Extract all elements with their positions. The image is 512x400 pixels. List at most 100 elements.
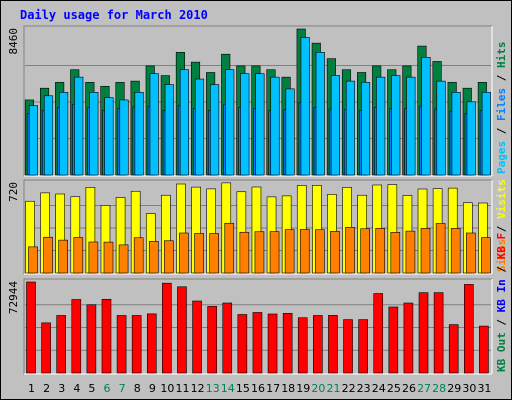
bar-sites xyxy=(73,237,84,274)
day-label: 18 xyxy=(281,382,295,395)
legend-separator: / xyxy=(495,259,508,279)
bar-sites xyxy=(133,237,144,274)
day-axis: 1 2 3 4 5 6 7 8 9 10 11 12 13 14 15 16 17 18 19 20 21 22 23 24 2… xyxy=(28,382,491,395)
day-label: 12 xyxy=(191,382,205,395)
day-label: 6 xyxy=(104,382,111,395)
panel-legend: Sites / Visits xyxy=(495,179,508,272)
bar-pages xyxy=(466,101,476,176)
bar-sites xyxy=(269,231,280,274)
legend-separator: / xyxy=(495,121,508,141)
bar-pages xyxy=(194,78,205,176)
day-label: 15 xyxy=(236,382,250,395)
panel-legend: Pages / Files / Hits xyxy=(495,42,508,175)
panel-kbytes: 72944 KB Out / KB In / KB F xyxy=(7,233,508,375)
day-label: 13 xyxy=(206,382,220,395)
bar-pages xyxy=(270,76,280,176)
bar-pages xyxy=(330,75,340,176)
bar-sites xyxy=(58,239,68,274)
bar-pages xyxy=(285,88,295,176)
bar-sites xyxy=(284,229,295,274)
bar-kb-f xyxy=(26,281,36,374)
day-label: 14 xyxy=(221,382,235,395)
bar-kb-f xyxy=(282,313,293,374)
day-label: 21 xyxy=(326,382,340,395)
bar-pages xyxy=(406,76,416,176)
day-label: 4 xyxy=(73,382,80,395)
bar-pages xyxy=(89,92,99,176)
bar-kb-f xyxy=(86,304,97,374)
bar-sites xyxy=(405,230,416,274)
bar-kb-f xyxy=(313,315,323,374)
chart-title: Daily usage for March 2010 xyxy=(20,8,208,22)
panel-hits-files-pages: 8460 Pages / Files / Hits xyxy=(7,25,508,177)
bar-kb-f xyxy=(56,315,66,374)
bar-sites xyxy=(224,222,235,274)
day-label: 17 xyxy=(266,382,280,395)
bar-sites xyxy=(194,233,204,274)
bar-pages xyxy=(164,84,174,176)
bar-sites xyxy=(148,241,159,274)
bar-sites xyxy=(28,246,38,274)
bar-sites xyxy=(315,229,325,274)
bar-sites xyxy=(103,241,114,274)
bar-sites xyxy=(118,244,129,274)
legend-kb-f: KB F xyxy=(495,233,508,260)
bar-kb-f xyxy=(358,319,368,374)
bar-kb-f xyxy=(71,299,82,374)
day-label: 31 xyxy=(477,382,491,395)
legend-separator: / xyxy=(495,312,508,332)
bar-sites xyxy=(330,231,340,274)
bar-kb-f xyxy=(252,312,263,374)
bar-kb-f xyxy=(479,325,489,374)
bar-kb-f xyxy=(222,302,233,374)
bar-pages xyxy=(59,92,69,176)
day-label: 7 xyxy=(119,382,126,395)
bar-sites xyxy=(43,236,53,274)
bar-kb-f xyxy=(297,317,308,374)
bar-pages xyxy=(436,80,446,176)
bar-kb-f xyxy=(267,313,278,374)
day-label: 23 xyxy=(357,382,371,395)
panel-max-label: 72944 xyxy=(7,281,20,314)
bar-pages xyxy=(421,57,431,176)
day-label: 28 xyxy=(432,382,446,395)
bar-sites xyxy=(375,228,386,274)
bar-pages xyxy=(74,76,84,176)
bar-sites xyxy=(254,231,265,274)
bar-kb-f xyxy=(177,286,187,374)
bar-pages xyxy=(104,97,114,176)
bar-sites xyxy=(450,228,461,274)
bar-pages xyxy=(179,69,189,176)
bar-sites xyxy=(164,240,174,274)
bar-pages xyxy=(119,99,129,176)
day-label: 27 xyxy=(417,382,431,395)
legend-hits: Hits xyxy=(495,42,508,69)
day-label: 26 xyxy=(402,382,416,395)
bar-kb-f xyxy=(131,315,142,374)
panel-max-label: 8460 xyxy=(7,28,20,55)
bar-pages xyxy=(300,37,310,176)
bar-kb-f xyxy=(237,314,248,374)
bar-kb-f xyxy=(207,306,217,374)
bar-sites xyxy=(209,233,219,274)
bar-pages xyxy=(225,69,235,176)
day-label: 16 xyxy=(251,382,265,395)
bar-kb-f xyxy=(464,284,474,374)
bar-kb-f xyxy=(403,302,414,374)
bar-kb-f xyxy=(448,324,459,374)
bar-kb-f xyxy=(343,319,353,374)
bar-sites xyxy=(88,241,99,274)
day-label: 11 xyxy=(176,382,190,395)
panel-max-label: 720 xyxy=(7,182,20,202)
day-label: 22 xyxy=(342,382,356,395)
bar-kb-f xyxy=(116,315,127,374)
bar-kb-f xyxy=(433,292,444,374)
bar-kb-f xyxy=(146,313,157,374)
bar-pages xyxy=(240,73,250,176)
bar-pages xyxy=(28,105,39,176)
bar-sites xyxy=(345,227,355,274)
bar-kb-f xyxy=(162,282,172,374)
bar-pages xyxy=(481,92,491,176)
bar-sites xyxy=(390,232,401,274)
